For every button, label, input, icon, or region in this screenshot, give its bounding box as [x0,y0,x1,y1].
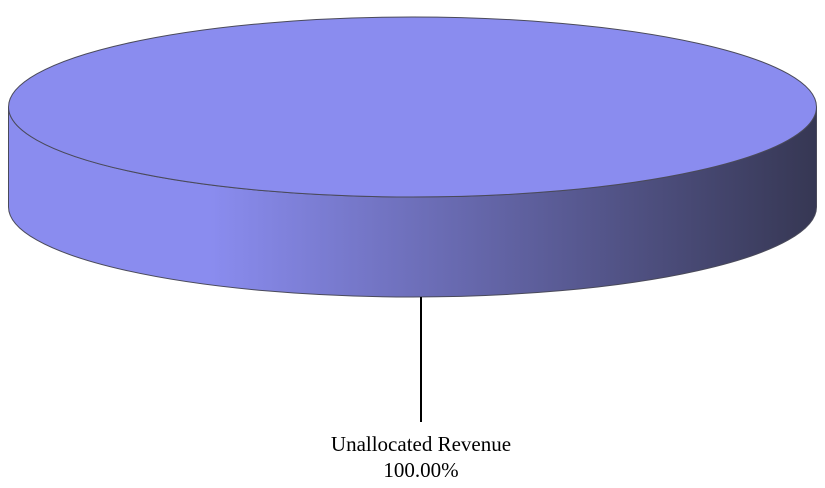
slice-label-unallocated-revenue: Unallocated Revenue [331,432,511,456]
pie-slice-unallocated-revenue [8,16,817,198]
slice-value-unallocated-revenue: 100.00% [383,458,458,482]
